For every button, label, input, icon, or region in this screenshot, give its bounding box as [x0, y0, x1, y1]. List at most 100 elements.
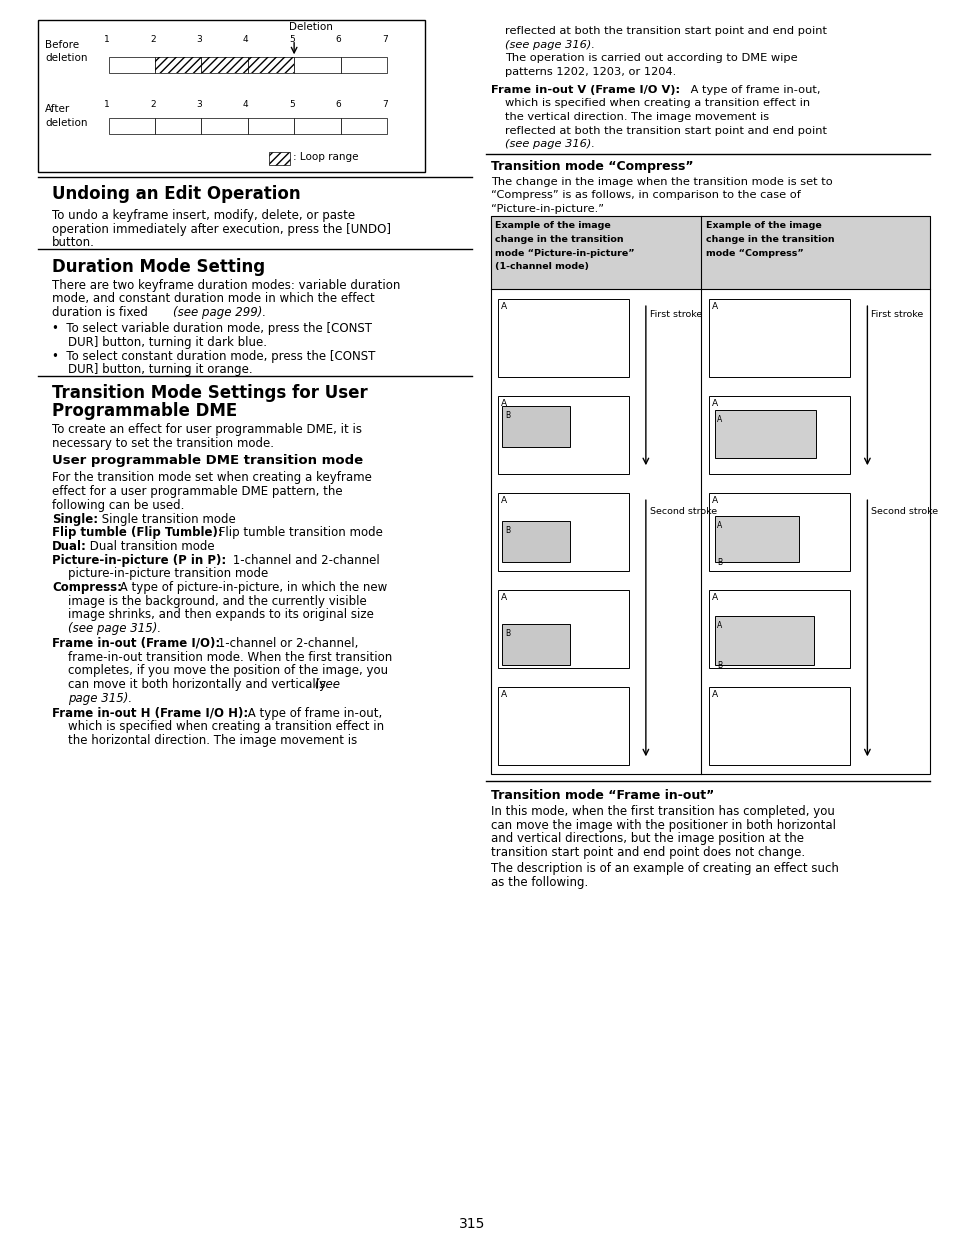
Text: the horizontal direction. The image movement is: the horizontal direction. The image move… — [68, 734, 356, 746]
Text: picture-in-picture transition mode: picture-in-picture transition mode — [68, 567, 268, 580]
Text: •  To select variable duration mode, press the [CONST: • To select variable duration mode, pres… — [51, 322, 372, 335]
Text: First stroke: First stroke — [649, 310, 701, 318]
Text: 315: 315 — [458, 1217, 484, 1230]
Text: Example of the image: Example of the image — [705, 221, 821, 230]
Text: as the following.: as the following. — [490, 876, 587, 888]
Text: necessary to set the transition mode.: necessary to set the transition mode. — [51, 437, 274, 449]
Text: 1-channel or 2-channel,: 1-channel or 2-channel, — [214, 637, 358, 649]
Text: change in the transition: change in the transition — [705, 235, 834, 244]
Text: Compress:: Compress: — [51, 581, 122, 593]
Text: A: A — [717, 621, 722, 631]
Text: For the transition mode set when creating a keyframe: For the transition mode set when creatin… — [51, 471, 372, 484]
FancyBboxPatch shape — [340, 118, 387, 134]
Text: (see page 299).: (see page 299). — [172, 306, 266, 318]
Text: To create an effect for user programmable DME, it is: To create an effect for user programmabl… — [51, 423, 361, 435]
Text: 3: 3 — [196, 100, 202, 108]
FancyBboxPatch shape — [109, 57, 154, 73]
Text: the vertical direction. The image movement is: the vertical direction. The image moveme… — [504, 112, 768, 122]
Text: Dual:: Dual: — [51, 540, 87, 552]
Text: The operation is carried out according to DME wipe: The operation is carried out according t… — [504, 53, 797, 63]
Text: 3: 3 — [196, 35, 202, 44]
Text: Duration Mode Setting: Duration Mode Setting — [51, 258, 265, 275]
Text: A: A — [711, 690, 717, 699]
Text: The description is of an example of creating an effect such: The description is of an example of crea… — [490, 862, 838, 875]
Text: A type of picture-in-picture, in which the new: A type of picture-in-picture, in which t… — [116, 581, 387, 593]
FancyBboxPatch shape — [714, 616, 813, 664]
Text: The change in the image when the transition mode is set to: The change in the image when the transit… — [490, 177, 832, 187]
Text: Flip tumble (Flip Tumble):: Flip tumble (Flip Tumble): — [51, 526, 222, 539]
FancyBboxPatch shape — [38, 20, 424, 172]
FancyBboxPatch shape — [490, 216, 700, 289]
Text: After: After — [45, 104, 71, 114]
Text: 7: 7 — [382, 100, 388, 108]
Text: A: A — [500, 593, 507, 602]
FancyBboxPatch shape — [708, 687, 849, 765]
Text: mode, and constant duration mode in which the effect: mode, and constant duration mode in whic… — [51, 292, 375, 305]
Text: Undoing an Edit Operation: Undoing an Edit Operation — [51, 185, 300, 203]
FancyBboxPatch shape — [294, 57, 340, 73]
FancyBboxPatch shape — [154, 118, 201, 134]
Text: 1: 1 — [104, 100, 110, 108]
Text: Single transition mode: Single transition mode — [98, 513, 235, 525]
Text: which is specified when creating a transition effect in: which is specified when creating a trans… — [68, 720, 384, 733]
Text: 5: 5 — [289, 100, 294, 108]
Text: deletion: deletion — [45, 118, 88, 128]
Text: duration is fixed: duration is fixed — [51, 306, 152, 318]
Text: Second stroke: Second stroke — [649, 508, 716, 516]
Text: which is specified when creating a transition effect in: which is specified when creating a trans… — [504, 98, 809, 108]
Text: 6: 6 — [335, 100, 341, 108]
Text: A: A — [500, 496, 507, 505]
FancyBboxPatch shape — [708, 590, 849, 668]
Text: To undo a keyframe insert, modify, delete, or paste: To undo a keyframe insert, modify, delet… — [51, 209, 355, 221]
Text: In this mode, when the first transition has completed, you: In this mode, when the first transition … — [490, 805, 834, 817]
Text: (see page 315).: (see page 315). — [68, 622, 161, 634]
Text: Frame in-out H (Frame I/O H):: Frame in-out H (Frame I/O H): — [51, 707, 248, 719]
Text: Example of the image: Example of the image — [495, 221, 611, 230]
FancyBboxPatch shape — [501, 521, 569, 561]
FancyBboxPatch shape — [501, 624, 569, 664]
Text: (see page 316).: (see page 316). — [504, 139, 595, 149]
Text: “Picture-in-picture.”: “Picture-in-picture.” — [490, 204, 603, 214]
Text: A: A — [717, 414, 722, 424]
FancyBboxPatch shape — [714, 409, 816, 458]
FancyBboxPatch shape — [497, 590, 628, 668]
Text: can move it both horizontally and vertically: can move it both horizontally and vertic… — [68, 678, 326, 690]
Text: 4: 4 — [243, 100, 249, 108]
Text: reflected at both the transition start point and end point: reflected at both the transition start p… — [504, 26, 826, 36]
Text: (1-channel mode): (1-channel mode) — [495, 262, 589, 271]
Text: Flip tumble transition mode: Flip tumble transition mode — [215, 526, 383, 539]
Text: completes, if you move the position of the image, you: completes, if you move the position of t… — [68, 664, 388, 677]
Text: A type of frame in-out,: A type of frame in-out, — [244, 707, 382, 719]
Text: 2: 2 — [150, 100, 155, 108]
Text: button.: button. — [51, 236, 94, 249]
Text: A: A — [711, 496, 717, 505]
Text: A: A — [711, 593, 717, 602]
FancyBboxPatch shape — [708, 396, 849, 474]
Text: (see page 316).: (see page 316). — [504, 40, 595, 50]
FancyBboxPatch shape — [708, 493, 849, 571]
Text: Picture-in-picture (P in P):: Picture-in-picture (P in P): — [51, 554, 226, 566]
Text: DUR] button, turning it orange.: DUR] button, turning it orange. — [68, 363, 253, 376]
FancyBboxPatch shape — [269, 152, 290, 165]
Text: frame-in-out transition mode. When the first transition: frame-in-out transition mode. When the f… — [68, 651, 392, 663]
FancyBboxPatch shape — [497, 396, 628, 474]
Text: Transition Mode Settings for User: Transition Mode Settings for User — [51, 384, 367, 402]
FancyBboxPatch shape — [497, 493, 628, 571]
Text: B: B — [504, 629, 510, 638]
Text: following can be used.: following can be used. — [51, 499, 184, 511]
Text: Frame in-out (Frame I/O):: Frame in-out (Frame I/O): — [51, 637, 220, 649]
Text: A: A — [500, 399, 507, 408]
Text: patterns 1202, 1203, or 1204.: patterns 1202, 1203, or 1204. — [504, 67, 676, 77]
Text: There are two keyframe duration modes: variable duration: There are two keyframe duration modes: v… — [51, 279, 400, 291]
Text: Second stroke: Second stroke — [870, 508, 938, 516]
Text: deletion: deletion — [45, 53, 88, 63]
FancyBboxPatch shape — [501, 406, 569, 447]
Text: page 315).: page 315). — [68, 692, 132, 704]
Text: B: B — [504, 411, 510, 419]
Text: and vertical directions, but the image position at the: and vertical directions, but the image p… — [490, 832, 802, 845]
Text: image shrinks, and then expands to its original size: image shrinks, and then expands to its o… — [68, 608, 374, 621]
Text: Transition mode “Frame in-out”: Transition mode “Frame in-out” — [490, 789, 713, 801]
Text: •  To select constant duration mode, press the [CONST: • To select constant duration mode, pres… — [51, 350, 375, 362]
Text: Dual transition mode: Dual transition mode — [86, 540, 214, 552]
Text: reflected at both the transition start point and end point: reflected at both the transition start p… — [504, 126, 826, 136]
